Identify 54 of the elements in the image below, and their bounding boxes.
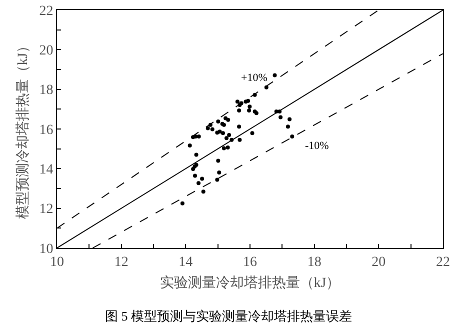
point xyxy=(278,115,283,120)
point xyxy=(227,132,232,137)
y-tick-label: 18 xyxy=(39,83,54,98)
point xyxy=(180,201,184,206)
point xyxy=(286,124,290,129)
point xyxy=(246,98,250,103)
point xyxy=(272,73,277,78)
x-tick-label: 20 xyxy=(372,254,386,270)
x-axis-title: 实验测量冷却塔排热量（kJ） xyxy=(160,275,340,292)
point xyxy=(226,145,230,150)
point xyxy=(194,152,198,157)
y-tick-label: 22 xyxy=(39,4,54,19)
annotation: +10% xyxy=(241,72,268,84)
x-tick-label: 10 xyxy=(50,254,64,270)
y-tick-label: 10 xyxy=(39,242,54,257)
point xyxy=(248,104,252,109)
x-tick-label: 12 xyxy=(114,254,128,270)
point xyxy=(216,158,220,163)
x-tick-label: 14 xyxy=(178,254,193,270)
point xyxy=(201,190,206,194)
y-axis-title: 模型预测冷却塔排热量（kJ） xyxy=(14,38,31,220)
point xyxy=(237,124,242,129)
point xyxy=(224,136,229,140)
point xyxy=(220,131,225,136)
point xyxy=(250,131,254,136)
point xyxy=(288,117,292,122)
point xyxy=(237,108,242,113)
point xyxy=(217,170,222,174)
annotation: -10% xyxy=(305,140,329,152)
point xyxy=(193,174,197,178)
point xyxy=(216,119,220,124)
point xyxy=(196,134,201,139)
point xyxy=(196,181,201,186)
point xyxy=(238,138,242,142)
point xyxy=(235,100,240,104)
point xyxy=(218,130,222,134)
text: 图 5 模型预测与实验测量冷却塔排热量误差 xyxy=(105,308,352,324)
point xyxy=(188,143,192,148)
point xyxy=(200,176,204,181)
point xyxy=(226,118,230,122)
x-tick-label: 18 xyxy=(307,254,322,270)
point xyxy=(247,108,252,113)
y-tick-label: 12 xyxy=(39,202,54,218)
point xyxy=(222,146,226,150)
point xyxy=(290,134,294,139)
y-tick-label: 14 xyxy=(39,162,54,178)
point xyxy=(215,178,220,182)
x-tick-label: 22 xyxy=(436,254,450,270)
y-tick-label: 20 xyxy=(39,44,54,59)
y-tick-label: 16 xyxy=(39,122,54,138)
point xyxy=(206,126,210,130)
x-tick-label: 16 xyxy=(243,254,257,270)
point xyxy=(210,127,214,132)
point xyxy=(191,167,196,172)
